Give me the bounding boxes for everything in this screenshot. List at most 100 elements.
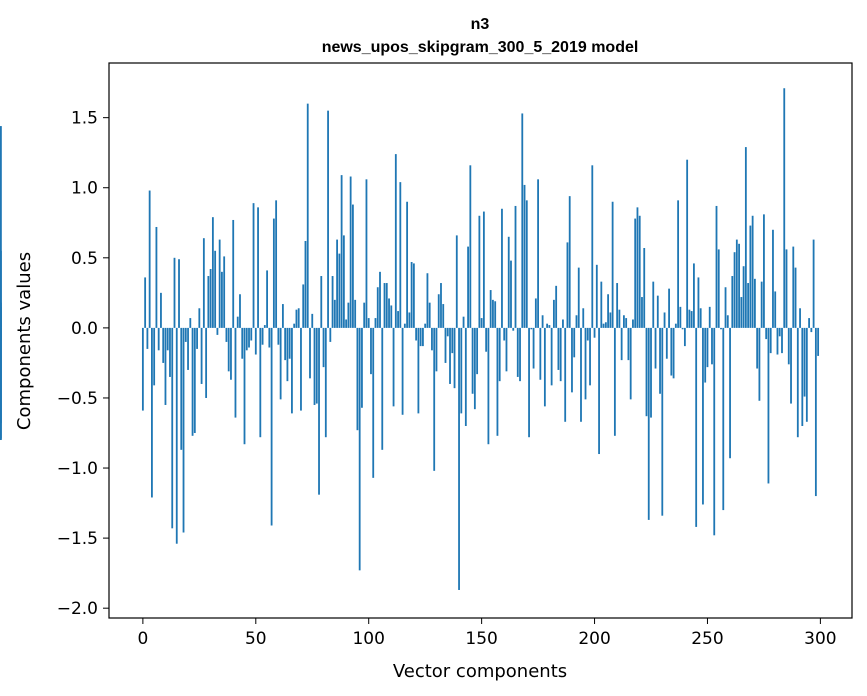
bar — [663, 312, 666, 328]
bar — [239, 294, 241, 328]
bar — [293, 323, 296, 328]
bar — [169, 327, 171, 377]
bar — [507, 236, 510, 328]
bar — [557, 327, 560, 370]
bar — [397, 311, 399, 328]
bar — [232, 219, 235, 328]
bar — [774, 291, 777, 328]
bar — [613, 327, 616, 436]
bar — [324, 327, 327, 438]
bar — [322, 327, 325, 368]
bar — [211, 217, 214, 328]
bar — [417, 327, 420, 414]
bar — [656, 295, 659, 328]
bar — [173, 257, 176, 328]
bar — [196, 327, 198, 349]
bar — [726, 315, 729, 328]
bar — [209, 269, 212, 328]
bar — [0, 327, 2, 341]
bar — [329, 327, 332, 342]
bar — [230, 327, 232, 380]
x-tick-label: 150 — [465, 629, 497, 649]
bar — [729, 327, 731, 459]
bar — [144, 277, 147, 328]
bar — [444, 327, 447, 363]
bar — [550, 327, 553, 386]
bar — [460, 327, 463, 414]
bar — [492, 299, 494, 328]
bar — [516, 327, 519, 377]
bar — [803, 327, 806, 397]
bar — [534, 298, 537, 328]
bar — [706, 327, 709, 368]
bar — [623, 315, 625, 328]
bar — [309, 327, 311, 379]
bar — [279, 327, 282, 400]
bar — [476, 327, 479, 375]
bar — [160, 292, 162, 328]
bar — [412, 263, 415, 328]
bar — [327, 110, 329, 328]
bar — [288, 327, 291, 359]
chart-title-line-2: news_upos_skipgram_300_5_2019 model — [322, 39, 639, 56]
bar — [792, 246, 795, 328]
bar — [462, 316, 465, 328]
bar — [352, 204, 354, 328]
bar — [543, 327, 546, 407]
bar — [0, 302, 2, 328]
bar — [634, 218, 637, 328]
bar — [381, 327, 384, 450]
bar — [733, 252, 736, 328]
bar — [467, 246, 469, 328]
x-axis-label: Vector components — [393, 661, 567, 682]
bar — [799, 308, 801, 328]
bar — [180, 327, 183, 450]
x-tick-label: 100 — [352, 629, 384, 649]
bar — [166, 327, 169, 351]
bar — [221, 271, 223, 328]
bar — [363, 302, 366, 328]
bar — [525, 200, 528, 328]
bar — [702, 327, 704, 505]
bar — [171, 327, 174, 529]
bar — [501, 208, 503, 328]
bar — [300, 327, 302, 411]
x-tick-label: 200 — [578, 629, 610, 649]
bar — [207, 276, 210, 328]
bar — [306, 103, 309, 328]
bar — [695, 327, 698, 527]
bar — [559, 327, 562, 382]
bar — [431, 327, 433, 351]
bar — [796, 327, 799, 438]
bar — [440, 283, 442, 328]
bar — [162, 327, 165, 363]
bar — [494, 301, 497, 328]
bar — [191, 327, 194, 436]
bar — [765, 327, 768, 340]
bar — [406, 201, 409, 328]
bar — [772, 229, 774, 328]
bar — [672, 327, 675, 379]
bar — [225, 327, 228, 342]
bar — [383, 283, 386, 328]
bar — [778, 327, 781, 337]
y-tick-label: −1.0 — [57, 459, 98, 479]
bar — [636, 207, 639, 328]
bar — [650, 327, 652, 418]
bar — [275, 200, 278, 328]
bar — [720, 327, 722, 330]
y-tick-label: 0.5 — [71, 249, 98, 269]
bar — [530, 327, 533, 330]
bar — [277, 327, 280, 345]
bar — [349, 176, 352, 328]
bar — [523, 184, 526, 328]
bar — [419, 327, 422, 347]
y-axis-label: Components values — [14, 252, 35, 430]
bar — [184, 327, 187, 342]
bar — [347, 302, 350, 328]
chart-title-line-1: n3 — [471, 16, 490, 33]
bar — [580, 327, 582, 422]
bar — [155, 226, 158, 328]
bar — [607, 294, 609, 328]
